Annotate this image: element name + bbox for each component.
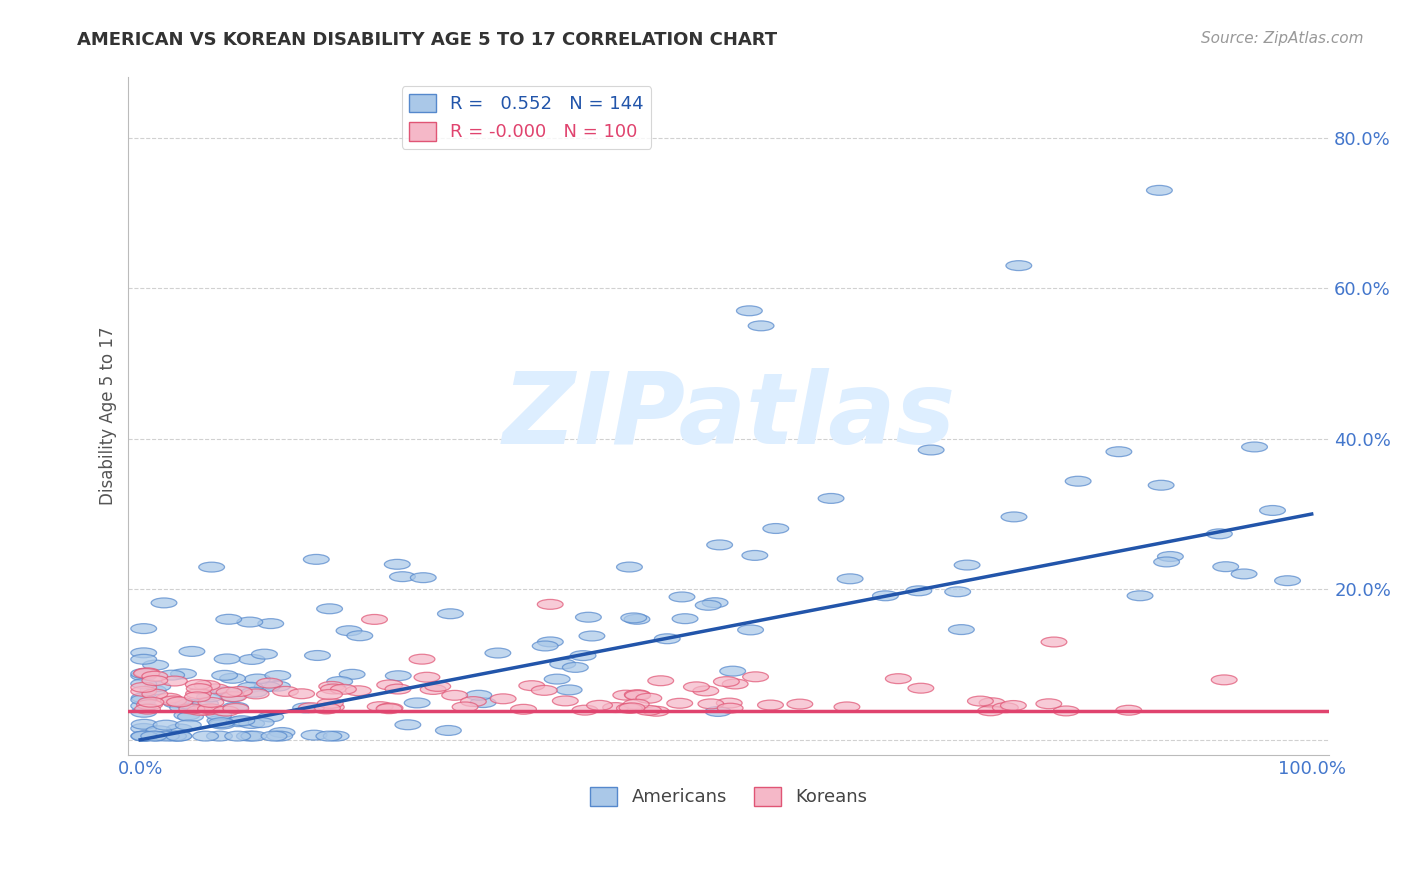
Y-axis label: Disability Age 5 to 17: Disability Age 5 to 17 — [100, 327, 117, 506]
Legend: Americans, Koreans: Americans, Koreans — [583, 780, 875, 814]
Text: AMERICAN VS KOREAN DISABILITY AGE 5 TO 17 CORRELATION CHART: AMERICAN VS KOREAN DISABILITY AGE 5 TO 1… — [77, 31, 778, 49]
Text: Source: ZipAtlas.com: Source: ZipAtlas.com — [1201, 31, 1364, 46]
Text: ZIPatlas: ZIPatlas — [502, 368, 956, 465]
